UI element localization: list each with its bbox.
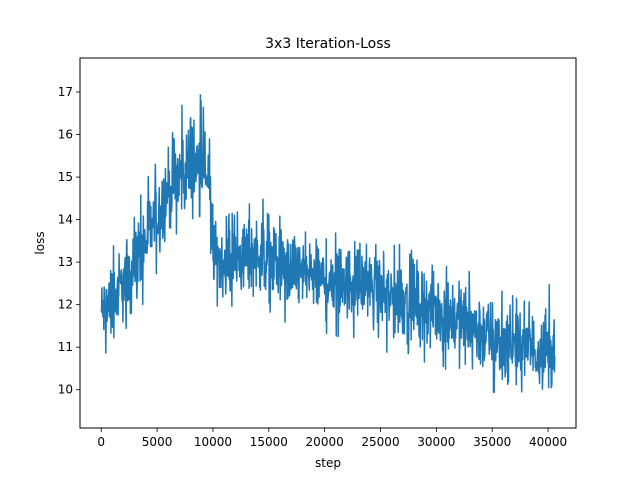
y-tick-label: 11 [58,340,73,354]
y-tick-label: 14 [58,213,73,227]
y-tick-label: 16 [58,128,73,142]
x-tick-label: 10000 [194,435,232,449]
x-tick-label: 20000 [306,435,344,449]
y-tick-label: 12 [58,298,73,312]
x-tick-label: 35000 [473,435,511,449]
chart-title: 3x3 Iteration-Loss [265,36,391,52]
plot-frame [79,57,577,429]
y-tick-label: 13 [58,255,73,269]
y-tick-label: 17 [58,85,73,99]
y-axis-label: loss [33,231,47,254]
x-tick-label: 5000 [142,435,173,449]
x-tick-label: 15000 [250,435,288,449]
plot-area [100,94,556,394]
x-axis-ticks: 0 5000 10000 15000 20000 25000 30000 35000 40000 [97,428,567,449]
y-tick-label: 15 [58,170,73,184]
x-tick-label: 40000 [529,435,567,449]
y-axis-ticks: 10 11 12 13 14 15 16 17 [58,85,80,397]
x-tick-label: 25000 [361,435,399,449]
x-axis-label: step [315,456,341,470]
x-tick-label: 0 [97,435,105,449]
y-tick-label: 10 [58,383,73,397]
x-tick-label: 30000 [417,435,455,449]
loss-series-line [100,94,556,394]
